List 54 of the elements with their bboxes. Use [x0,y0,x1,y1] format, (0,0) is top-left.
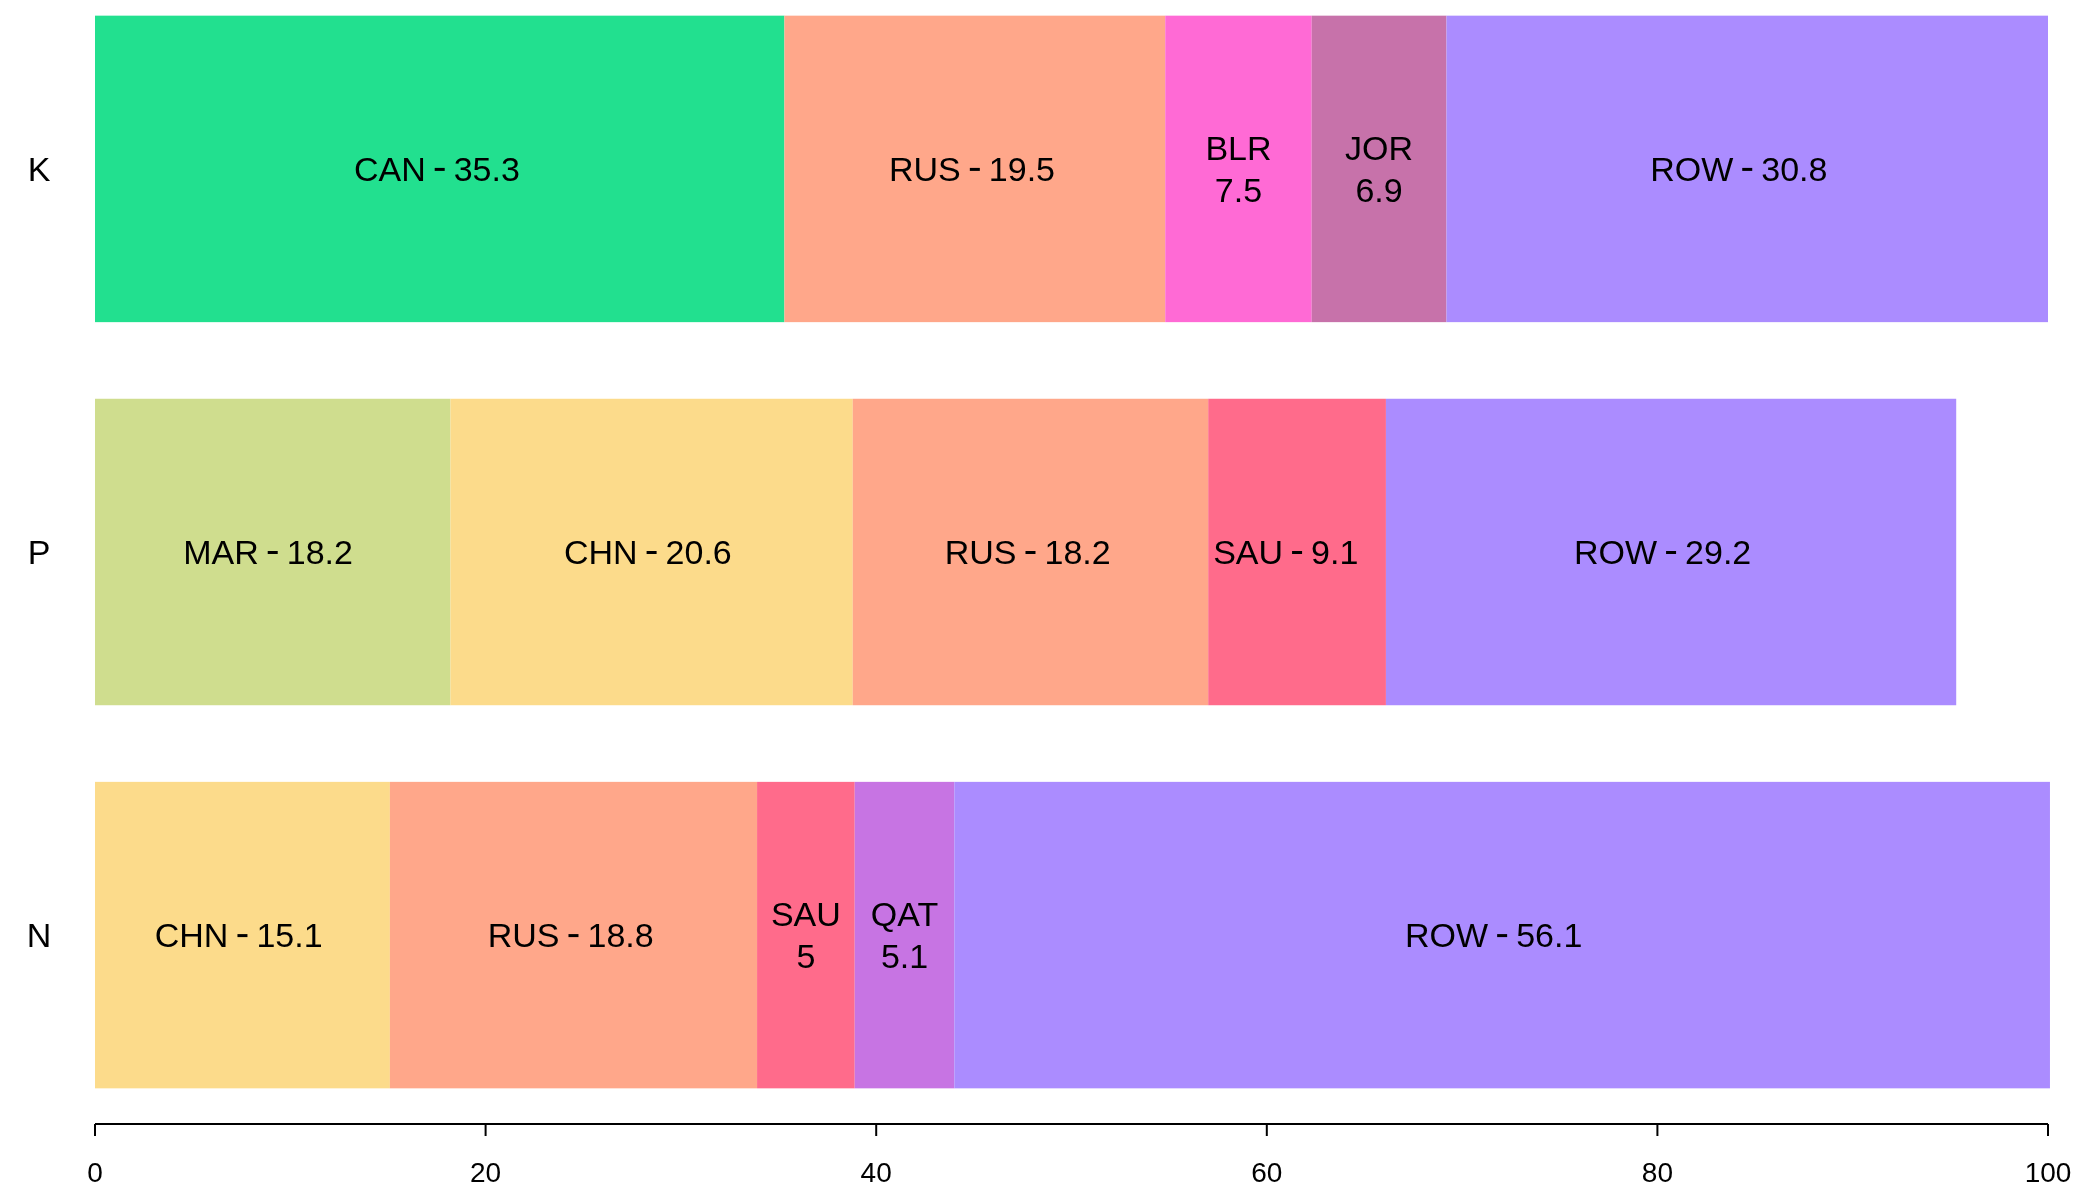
bar [95,781,390,1089]
bar [852,398,1209,706]
text: SAU [770,895,841,934]
bar [784,15,1166,323]
series-label: BLR [1205,128,1272,167]
data-label: 7.5 [1214,170,1263,209]
series-label: SAU [1213,533,1284,571]
series-label: JOR [1345,128,1414,167]
series-label: CAN [353,149,426,188]
data-label: 20.6 [665,533,732,571]
data-label: 15.1 [256,916,323,955]
bar [954,781,2050,1089]
x-tick-label: 100 [2024,1157,2072,1188]
data-label: 35.3 [453,149,520,188]
y-tick-label: N [26,916,52,955]
data-label: 5 [796,937,816,976]
bar [757,781,855,1089]
data-label: 5.1 [880,937,929,976]
x-tick-label: 60 [1251,1157,1283,1188]
series-label: ROW [1405,916,1489,955]
data-label: 6.9 [1355,170,1403,209]
bar [854,781,955,1089]
data-label: 29.2 [1685,533,1752,571]
text: RUS [487,916,560,955]
text: CHN [563,533,638,571]
series-label: QAT [870,895,939,934]
bar [1446,15,2048,323]
data-label: 18.8 [587,916,654,955]
text: RUS [889,149,961,188]
bar [95,398,451,706]
data-label: 18.2 [286,533,353,571]
x-tick-label: 20 [470,1157,502,1188]
text: ROW [1650,149,1734,188]
x-tick-label: 40 [860,1157,892,1188]
data-label: 9.1 [1311,533,1359,571]
x-tick-label: 80 [1641,1157,1673,1188]
x-tick-label: 0 [87,1157,103,1188]
bar [389,781,758,1089]
series-label: CHN [154,916,229,955]
bar [1208,398,1386,706]
series-label: RUS [944,533,1017,571]
bar [450,398,853,706]
bar [1165,15,1312,323]
data-label: 18.2 [1044,533,1111,571]
y-tick-label: K [27,149,51,188]
series-label: MAR [183,533,259,571]
bar [1311,15,1447,323]
data-label: 30.8 [1761,149,1828,188]
y-tick-label: P [27,533,51,571]
bar [95,15,785,323]
data-label: 19.5 [988,149,1056,188]
bar [1385,398,1957,706]
data-label: 56.1 [1516,916,1583,955]
text: ROW [1573,533,1658,571]
